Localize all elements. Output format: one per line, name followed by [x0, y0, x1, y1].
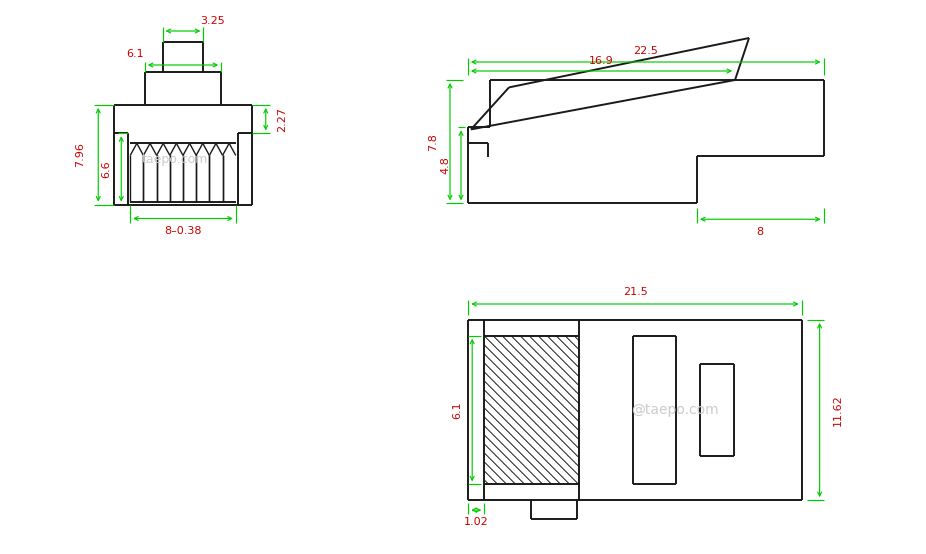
Text: 11.62: 11.62 [832, 394, 843, 426]
Text: 22.5: 22.5 [633, 46, 658, 56]
Text: 16.9: 16.9 [589, 56, 614, 66]
Text: taepo.com: taepo.com [142, 153, 208, 166]
Text: 8–0.38: 8–0.38 [164, 227, 202, 237]
Text: 2.27: 2.27 [277, 107, 287, 132]
Text: 8: 8 [757, 227, 764, 237]
Text: 7.8: 7.8 [428, 132, 438, 151]
Text: 21.5: 21.5 [622, 287, 647, 297]
Text: 6.1: 6.1 [126, 49, 144, 59]
Text: 1.02: 1.02 [464, 517, 489, 527]
Text: 6.1: 6.1 [452, 401, 462, 419]
Text: 6.6: 6.6 [101, 160, 111, 178]
Text: 3.25: 3.25 [201, 16, 225, 26]
Text: 4.8: 4.8 [440, 156, 450, 175]
Text: @taepo.com: @taepo.com [632, 403, 719, 417]
Text: 7.96: 7.96 [75, 142, 85, 167]
